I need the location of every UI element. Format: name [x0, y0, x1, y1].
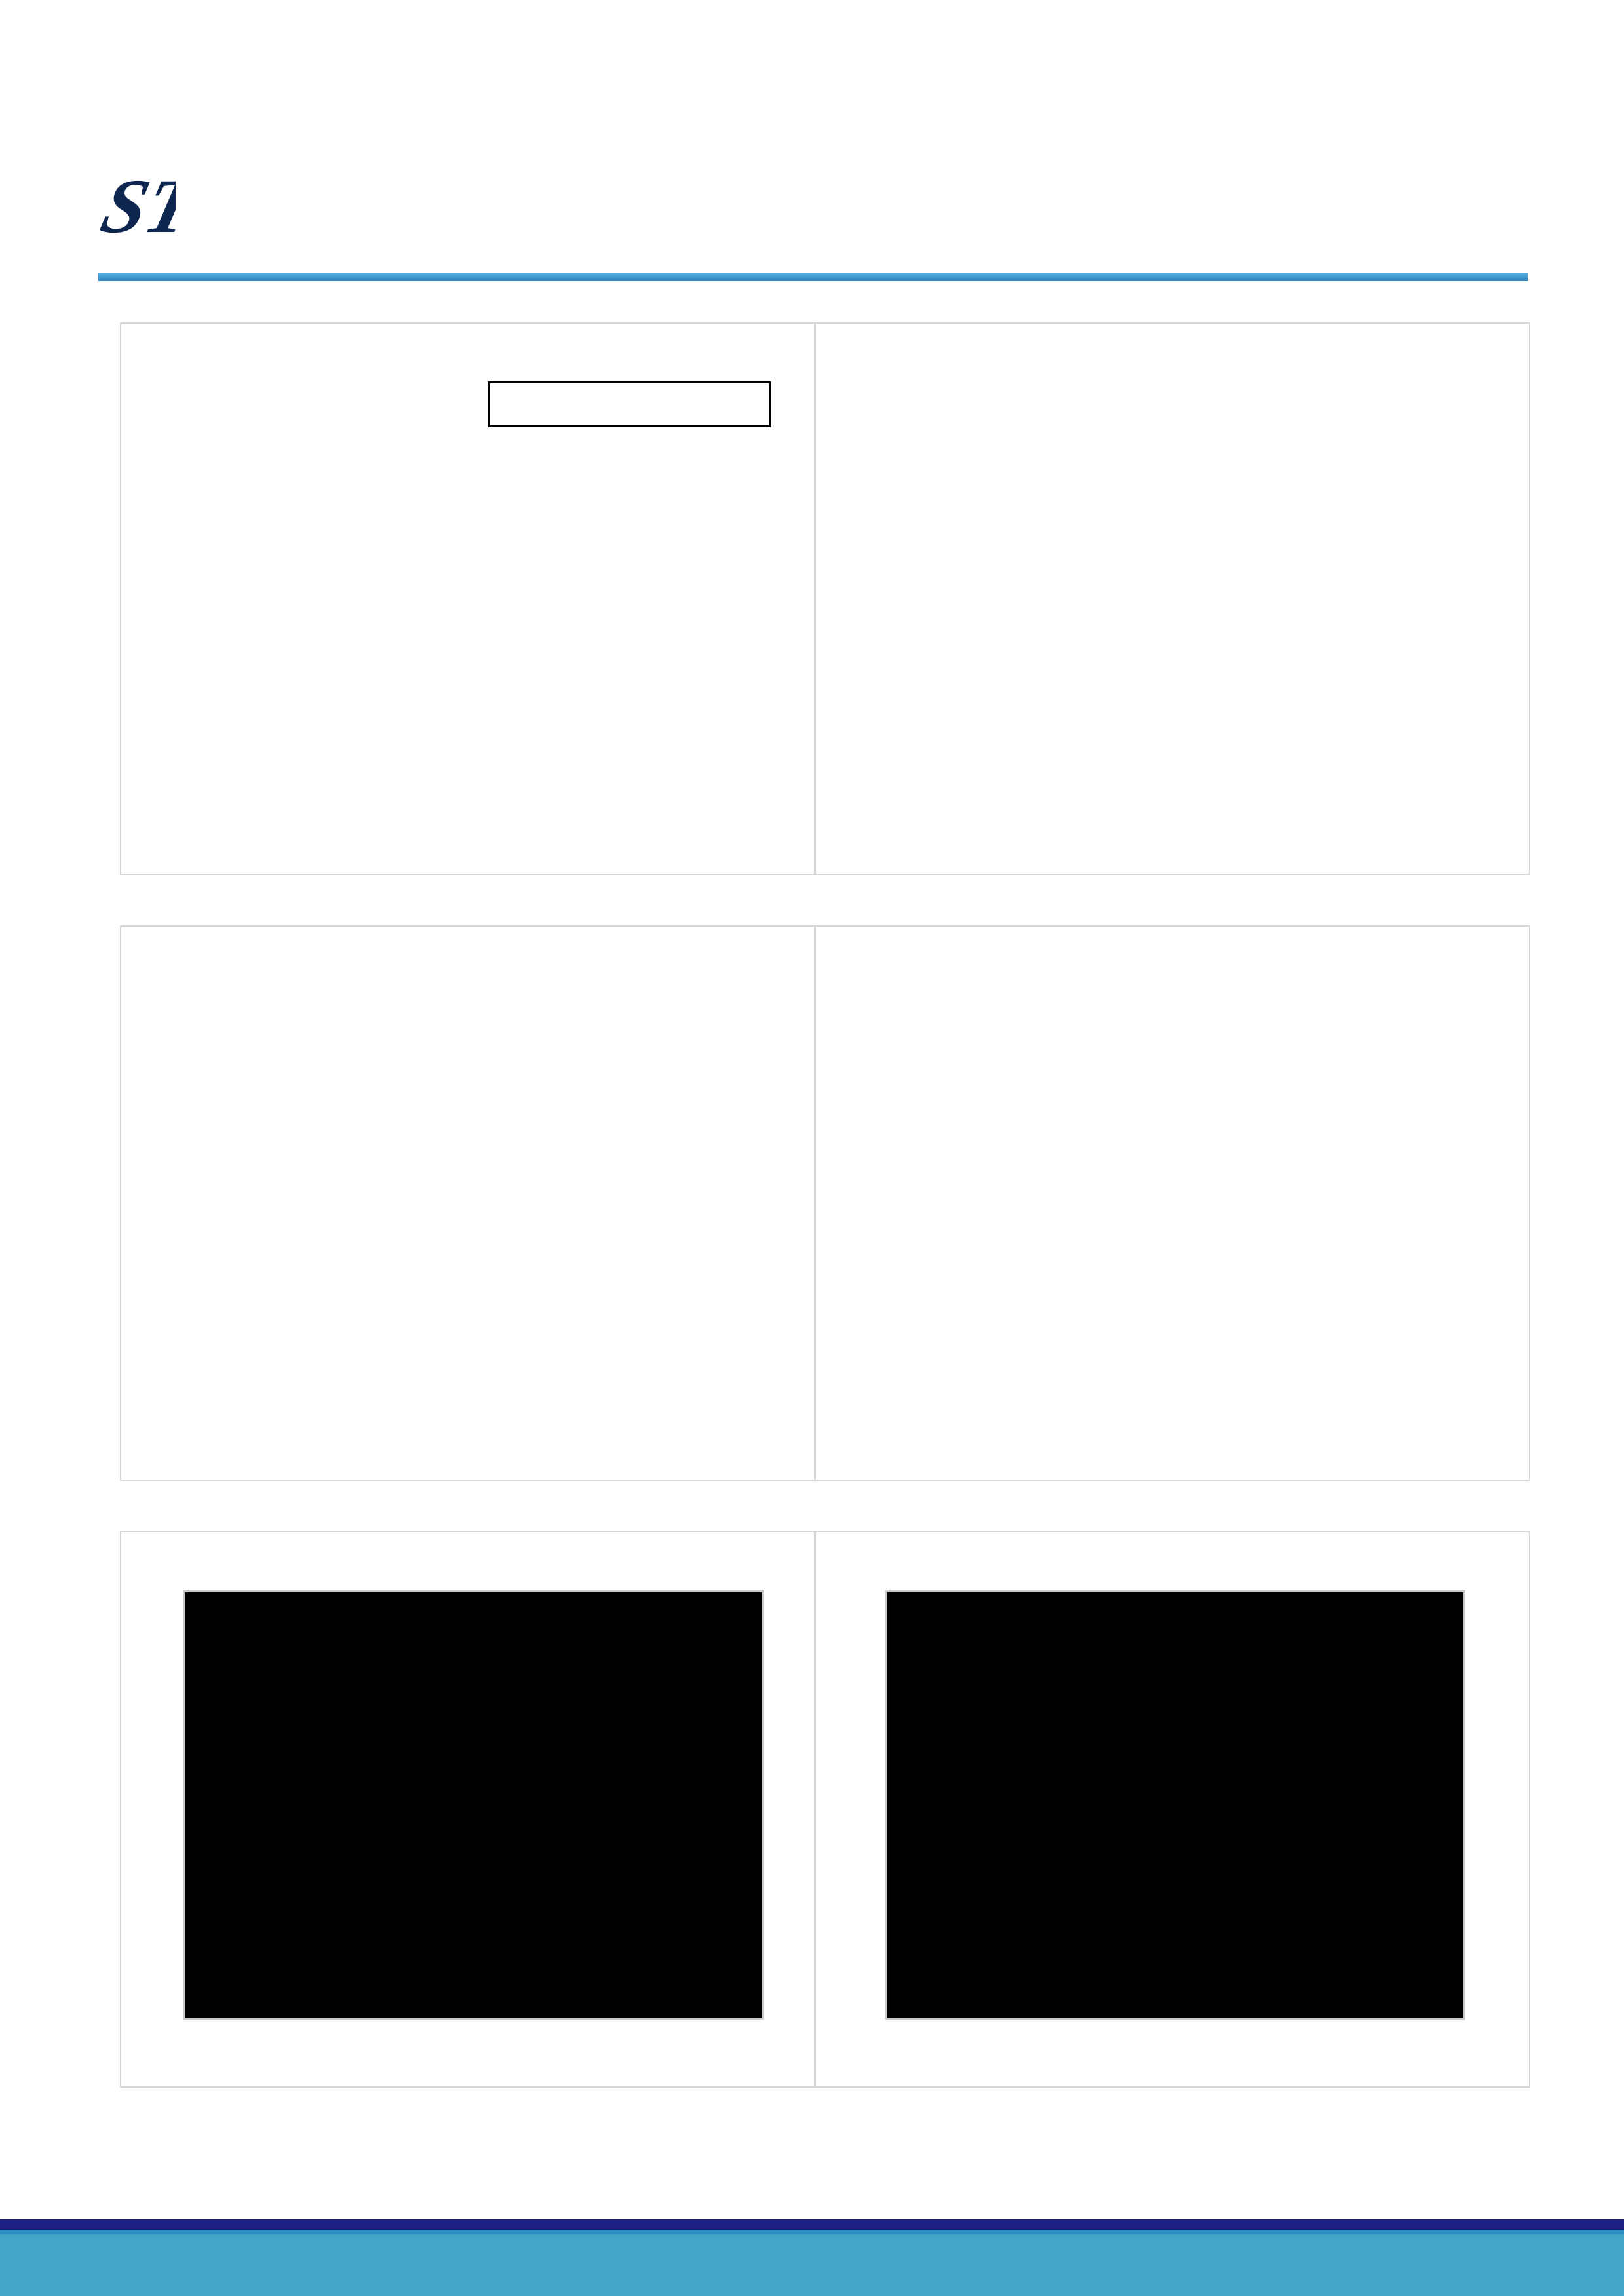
temperature-drift-chart: [121, 927, 813, 1477]
figure12-oscilloscope: [885, 1590, 1465, 2020]
footer-accent-band: [0, 2230, 1624, 2234]
footer-blue-band: [0, 2234, 1624, 2296]
svg-text:ST: ST: [97, 163, 176, 249]
figure12-scope-graticule: [887, 1592, 1463, 1978]
figure10-panel: [814, 925, 1530, 1481]
short-circuit-current-chart: [816, 927, 1526, 1477]
figure7-conditions-box: [488, 381, 771, 427]
figure11-scope-graticule: [185, 1592, 762, 1978]
figure11-oscilloscope: [183, 1590, 764, 2020]
figure12-panel: [814, 1531, 1530, 2088]
header-rule: [98, 273, 1528, 281]
low-frequency-noise-chart: [816, 324, 1526, 871]
figure11-panel: [120, 1531, 817, 2088]
figure7-panel: [120, 322, 817, 875]
figure9-panel: [120, 925, 817, 1481]
st-logo: ST: [97, 163, 176, 249]
figure8-panel: [814, 322, 1530, 875]
footer-navy-band: [0, 2219, 1624, 2230]
